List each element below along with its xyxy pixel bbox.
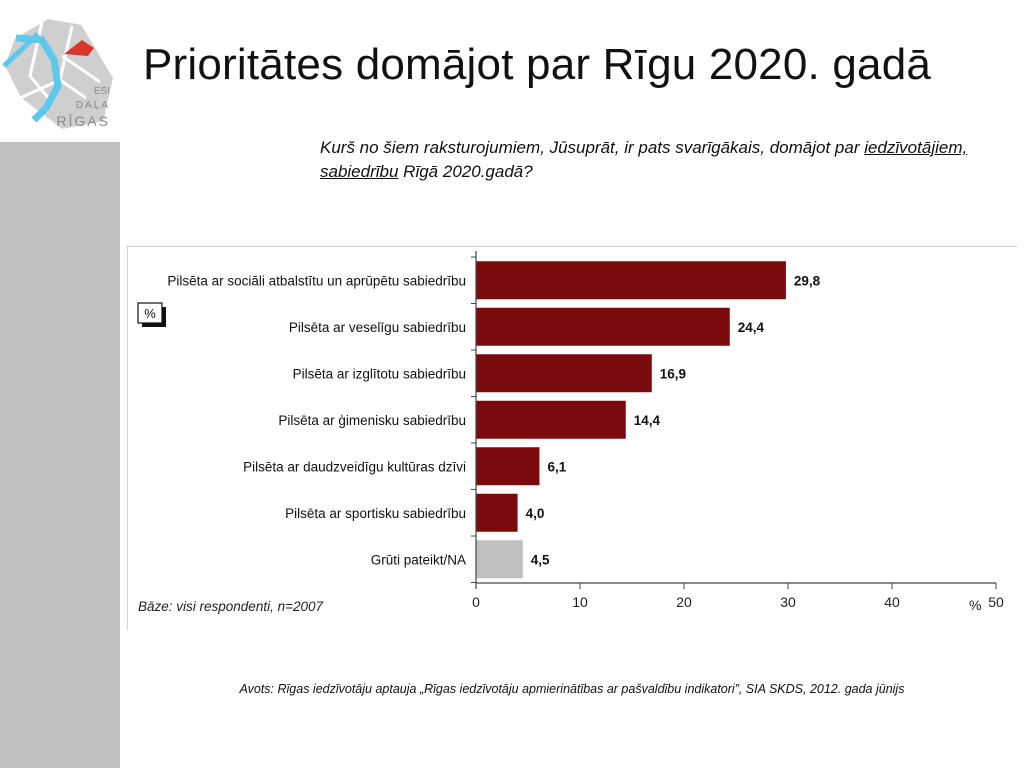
data-label: 24,4 — [738, 320, 765, 335]
chart-bar — [476, 447, 540, 486]
chart-bar — [476, 400, 626, 439]
page-title: Prioritātes domājot par Rīgu 2020. gadā — [143, 40, 932, 89]
chart-bar — [476, 261, 786, 300]
data-label: 14,4 — [634, 413, 661, 428]
category-label: Grūti pateikt/NA — [371, 552, 466, 567]
question-text-start: Kurš no šiem raksturojumiem, Jūsuprāt, i… — [320, 138, 865, 157]
x-axis-label: % — [969, 597, 981, 613]
unit-box — [137, 302, 163, 324]
bar-chart: Pilsēta ar sociāli atbalstītu un aprūpēt… — [137, 251, 1004, 614]
data-label: 16,9 — [660, 366, 686, 381]
category-label: Pilsēta ar veselīgu sabiedrību — [289, 320, 466, 335]
question-text-end: Rīgā 2020.gadā? — [398, 162, 533, 181]
x-tick-label: 0 — [472, 594, 480, 610]
x-tick-label: 10 — [572, 594, 588, 610]
chart-bar — [476, 307, 730, 346]
data-label: 29,8 — [794, 273, 821, 288]
unit-box-label: % — [144, 306, 156, 321]
chart-bar — [476, 354, 652, 393]
chart-frame: Pilsēta ar sociāli atbalstītu un aprūpēt… — [127, 246, 1017, 630]
x-tick-label: 20 — [676, 594, 692, 610]
category-label: Pilsēta ar daudzveidīgu kultūras dzīvi — [243, 459, 466, 474]
x-tick-label: 40 — [884, 594, 900, 610]
data-label: 4,0 — [526, 506, 545, 521]
data-label: 4,5 — [531, 552, 550, 567]
category-label: Pilsēta ar sociāli atbalstītu un aprūpēt… — [167, 273, 466, 288]
chart-bar — [476, 540, 523, 579]
category-label: Pilsēta ar izglītotu sabiedrību — [293, 366, 466, 381]
data-label: 6,1 — [547, 459, 566, 474]
side-panel — [0, 142, 120, 768]
esi-dala-rigas-logo: ESI DAĻA RĪGAS — [2, 16, 116, 132]
x-tick-label: 30 — [780, 594, 796, 610]
logo-text-rigas: RĪGAS — [56, 113, 110, 129]
source-note: Avots: Rīgas iedzīvotāju aptauja „Rīgas … — [239, 682, 905, 696]
survey-question: Kurš no šiem raksturojumiem, Jūsuprāt, i… — [320, 136, 980, 184]
logo-text-dala: DAĻA — [76, 100, 110, 111]
chart-bar — [476, 493, 518, 532]
category-label: Pilsēta ar ģimenisku sabiedrību — [278, 413, 466, 428]
category-label: Pilsēta ar sportisku sabiedrību — [285, 506, 466, 521]
question-text-underlined: iedzīvotājiem, sabiedrību — [320, 138, 968, 181]
base-note: Bāze: visi respondenti, n=2007 — [138, 599, 323, 614]
x-tick-label: 50 — [988, 594, 1004, 610]
logo-text-esi: ESI — [94, 86, 110, 97]
